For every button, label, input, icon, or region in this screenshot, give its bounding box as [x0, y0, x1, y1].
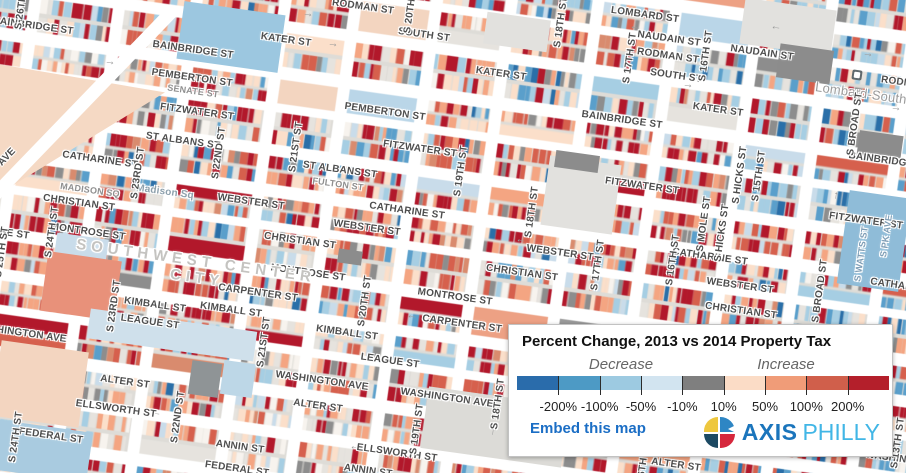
scale-tick-label: 10%	[710, 399, 737, 414]
scale-segment	[723, 376, 765, 390]
decrease-label: Decrease	[588, 356, 654, 373]
large-parcel	[219, 359, 257, 399]
building	[775, 43, 835, 85]
legend-title: Percent Change, 2013 vs 2014 Property Ta…	[522, 333, 832, 350]
scale-tick	[765, 376, 766, 395]
scale-tick-label: -100%	[580, 399, 619, 414]
scale-segment	[806, 376, 848, 390]
scale-tick	[599, 376, 601, 395]
scale-segment	[847, 376, 889, 390]
color-scale-bar	[517, 376, 889, 390]
color-scale: -200% -100% -50% -10% 10% 50% 100% 200%	[517, 376, 889, 420]
increase-label: Increase	[757, 356, 815, 373]
logo-quadrant-navy	[703, 433, 719, 448]
scale-tick	[806, 376, 808, 395]
logo-text-axis: AXIS	[741, 419, 798, 445]
scale-tick-label: 200%	[831, 399, 865, 414]
scale-tick-label: -200%	[539, 399, 578, 414]
scale-tick-label: -10%	[667, 399, 698, 414]
scale-segment	[558, 376, 600, 390]
transit-station-icon	[851, 69, 863, 81]
scale-segment	[599, 376, 641, 390]
logo-notch	[727, 425, 736, 433]
scale-segment	[640, 376, 683, 390]
building	[187, 360, 223, 398]
scale-tick-label: -50%	[625, 399, 657, 414]
axisphilly-logo-mark	[703, 417, 736, 448]
legend-panel: Percent Change, 2013 vs 2014 Property Ta…	[508, 324, 893, 457]
logo-quadrant-yellow	[703, 417, 719, 432]
scale-tick	[723, 376, 725, 395]
scale-tick-label: 100%	[789, 399, 823, 414]
axisphilly-logo[interactable]: AXIS PHILLY	[703, 417, 880, 448]
scale-tick	[682, 376, 684, 395]
scale-tick	[847, 376, 849, 395]
one-way-arrow-icon: ←	[405, 308, 419, 323]
scale-tick	[558, 376, 560, 395]
one-way-arrow-icon: →	[103, 54, 117, 69]
one-way-arrow-icon: →	[326, 36, 340, 51]
one-way-arrow-icon: ←	[769, 19, 783, 34]
logo-quadrant-red	[720, 433, 735, 448]
embed-link[interactable]: Embed this map	[530, 420, 646, 437]
one-way-arrow-icon: →	[861, 46, 875, 61]
scale-segment	[682, 376, 724, 390]
logo-text-philly: PHILLY	[802, 419, 880, 445]
scale-segment	[517, 376, 559, 390]
one-way-arrow-icon: →	[301, 6, 315, 21]
scale-segment	[764, 376, 807, 390]
scale-tick-label: 50%	[751, 399, 779, 414]
scale-tick	[641, 376, 642, 395]
